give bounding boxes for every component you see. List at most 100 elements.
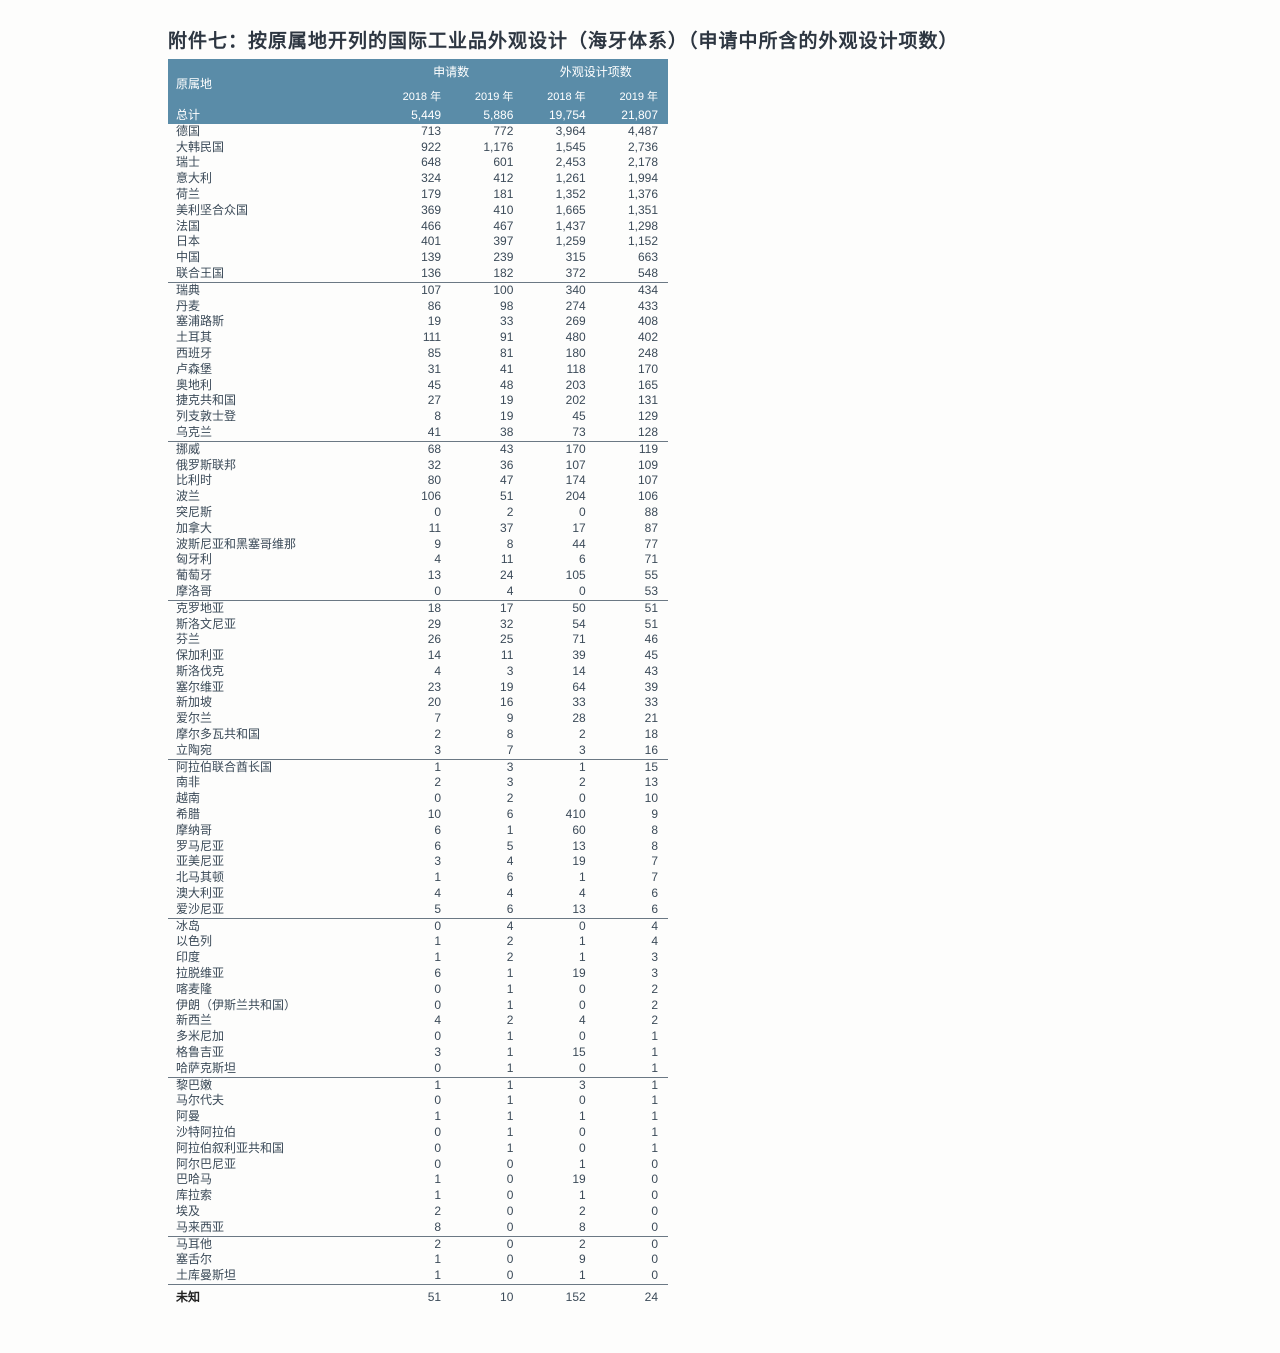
row-value: 480 xyxy=(523,330,595,346)
row-value: 0 xyxy=(451,1236,523,1252)
row-label: 荷兰 xyxy=(168,187,379,203)
table-row: 西班牙8581180248 xyxy=(168,346,668,362)
row-value: 2 xyxy=(379,1204,451,1220)
row-value: 16 xyxy=(451,695,523,711)
row-value: 1 xyxy=(451,1029,523,1045)
row-value: 0 xyxy=(379,584,451,600)
row-label: 斯洛伐克 xyxy=(168,664,379,680)
row-value: 0 xyxy=(379,982,451,998)
row-value: 0 xyxy=(451,1220,523,1236)
table-row: 伊朗（伊斯兰共和国）0102 xyxy=(168,998,668,1014)
row-value: 106 xyxy=(596,489,668,505)
row-value: 2 xyxy=(523,1204,595,1220)
row-label: 新西兰 xyxy=(168,1013,379,1029)
row-value: 1,665 xyxy=(523,203,595,219)
row-value: 8 xyxy=(451,537,523,553)
row-value: 165 xyxy=(596,378,668,394)
row-label: 喀麦隆 xyxy=(168,982,379,998)
row-value: 1,152 xyxy=(596,234,668,250)
row-value: 3 xyxy=(451,664,523,680)
row-value: 8 xyxy=(379,1220,451,1236)
row-value: 663 xyxy=(596,250,668,266)
row-value: 713 xyxy=(379,124,451,140)
row-value: 4,487 xyxy=(596,124,668,140)
row-value: 0 xyxy=(523,1141,595,1157)
table-row: 法国4664671,4371,298 xyxy=(168,219,668,235)
row-value: 1,437 xyxy=(523,219,595,235)
table-row: 瑞典107100340434 xyxy=(168,282,668,298)
row-label: 以色列 xyxy=(168,934,379,950)
row-value: 37 xyxy=(451,521,523,537)
table-row: 摩洛哥04053 xyxy=(168,584,668,600)
row-value: 0 xyxy=(379,1093,451,1109)
table-row: 罗马尼亚65138 xyxy=(168,839,668,855)
row-value: 6 xyxy=(451,902,523,918)
row-label: 捷克共和国 xyxy=(168,393,379,409)
table-row: 葡萄牙132410555 xyxy=(168,568,668,584)
row-value: 55 xyxy=(596,568,668,584)
table-row: 德国7137723,9644,487 xyxy=(168,124,668,140)
row-value: 0 xyxy=(596,1157,668,1173)
row-label: 塞尔维亚 xyxy=(168,680,379,696)
row-value: 0 xyxy=(451,1252,523,1268)
col-des-2019: 2019 年 xyxy=(596,84,668,108)
row-value: 315 xyxy=(523,250,595,266)
row-label: 沙特阿拉伯 xyxy=(168,1125,379,1141)
row-value: 3 xyxy=(523,743,595,759)
table-row: 马来西亚8080 xyxy=(168,1220,668,1236)
row-label: 波斯尼亚和黑塞哥维那 xyxy=(168,537,379,553)
row-value: 402 xyxy=(596,330,668,346)
row-value: 4 xyxy=(451,886,523,902)
row-value: 179 xyxy=(379,187,451,203)
row-value: 8 xyxy=(451,727,523,743)
row-value: 0 xyxy=(451,1172,523,1188)
row-value: 8 xyxy=(523,1220,595,1236)
row-label: 卢森堡 xyxy=(168,362,379,378)
row-value: 3 xyxy=(379,743,451,759)
row-value: 1 xyxy=(379,1109,451,1125)
row-value: 412 xyxy=(451,171,523,187)
table-row: 土库曼斯坦1010 xyxy=(168,1268,668,1284)
row-value: 4 xyxy=(379,552,451,568)
row-value: 24 xyxy=(596,1284,668,1305)
row-value: 14 xyxy=(379,648,451,664)
table-row: 喀麦隆0102 xyxy=(168,982,668,998)
row-value: 2 xyxy=(451,950,523,966)
row-value: 19 xyxy=(523,1172,595,1188)
row-value: 21,807 xyxy=(596,108,668,124)
row-value: 6 xyxy=(451,807,523,823)
row-label: 哈萨克斯坦 xyxy=(168,1061,379,1077)
row-value: 129 xyxy=(596,409,668,425)
row-value: 128 xyxy=(596,425,668,441)
table-row: 以色列1214 xyxy=(168,934,668,950)
table-row: 匈牙利411671 xyxy=(168,552,668,568)
row-value: 0 xyxy=(451,1157,523,1173)
row-value: 106 xyxy=(379,489,451,505)
row-value: 0 xyxy=(451,1204,523,1220)
row-label: 爱沙尼亚 xyxy=(168,902,379,918)
row-value: 1 xyxy=(523,759,595,775)
row-value: 2 xyxy=(596,1013,668,1029)
table-row: 比利时8047174107 xyxy=(168,473,668,489)
table-row: 埃及2020 xyxy=(168,1204,668,1220)
row-value: 6 xyxy=(379,839,451,855)
table-row: 拉脱维亚61193 xyxy=(168,966,668,982)
table-row: 塞舌尔1090 xyxy=(168,1252,668,1268)
row-value: 7 xyxy=(596,870,668,886)
row-value: 3 xyxy=(451,775,523,791)
table-row: 阿尔巴尼亚0010 xyxy=(168,1157,668,1173)
row-value: 60 xyxy=(523,823,595,839)
row-value: 118 xyxy=(523,362,595,378)
table-row: 日本4013971,2591,152 xyxy=(168,234,668,250)
row-value: 41 xyxy=(451,362,523,378)
row-value: 71 xyxy=(596,552,668,568)
table-row: 斯洛文尼亚29325451 xyxy=(168,617,668,633)
table-row: 列支敦士登81945129 xyxy=(168,409,668,425)
row-value: 0 xyxy=(523,505,595,521)
row-value: 45 xyxy=(379,378,451,394)
row-label: 法国 xyxy=(168,219,379,235)
row-label: 波兰 xyxy=(168,489,379,505)
table-row: 爱沙尼亚56136 xyxy=(168,902,668,918)
row-value: 29 xyxy=(379,617,451,633)
table-row: 巴哈马10190 xyxy=(168,1172,668,1188)
